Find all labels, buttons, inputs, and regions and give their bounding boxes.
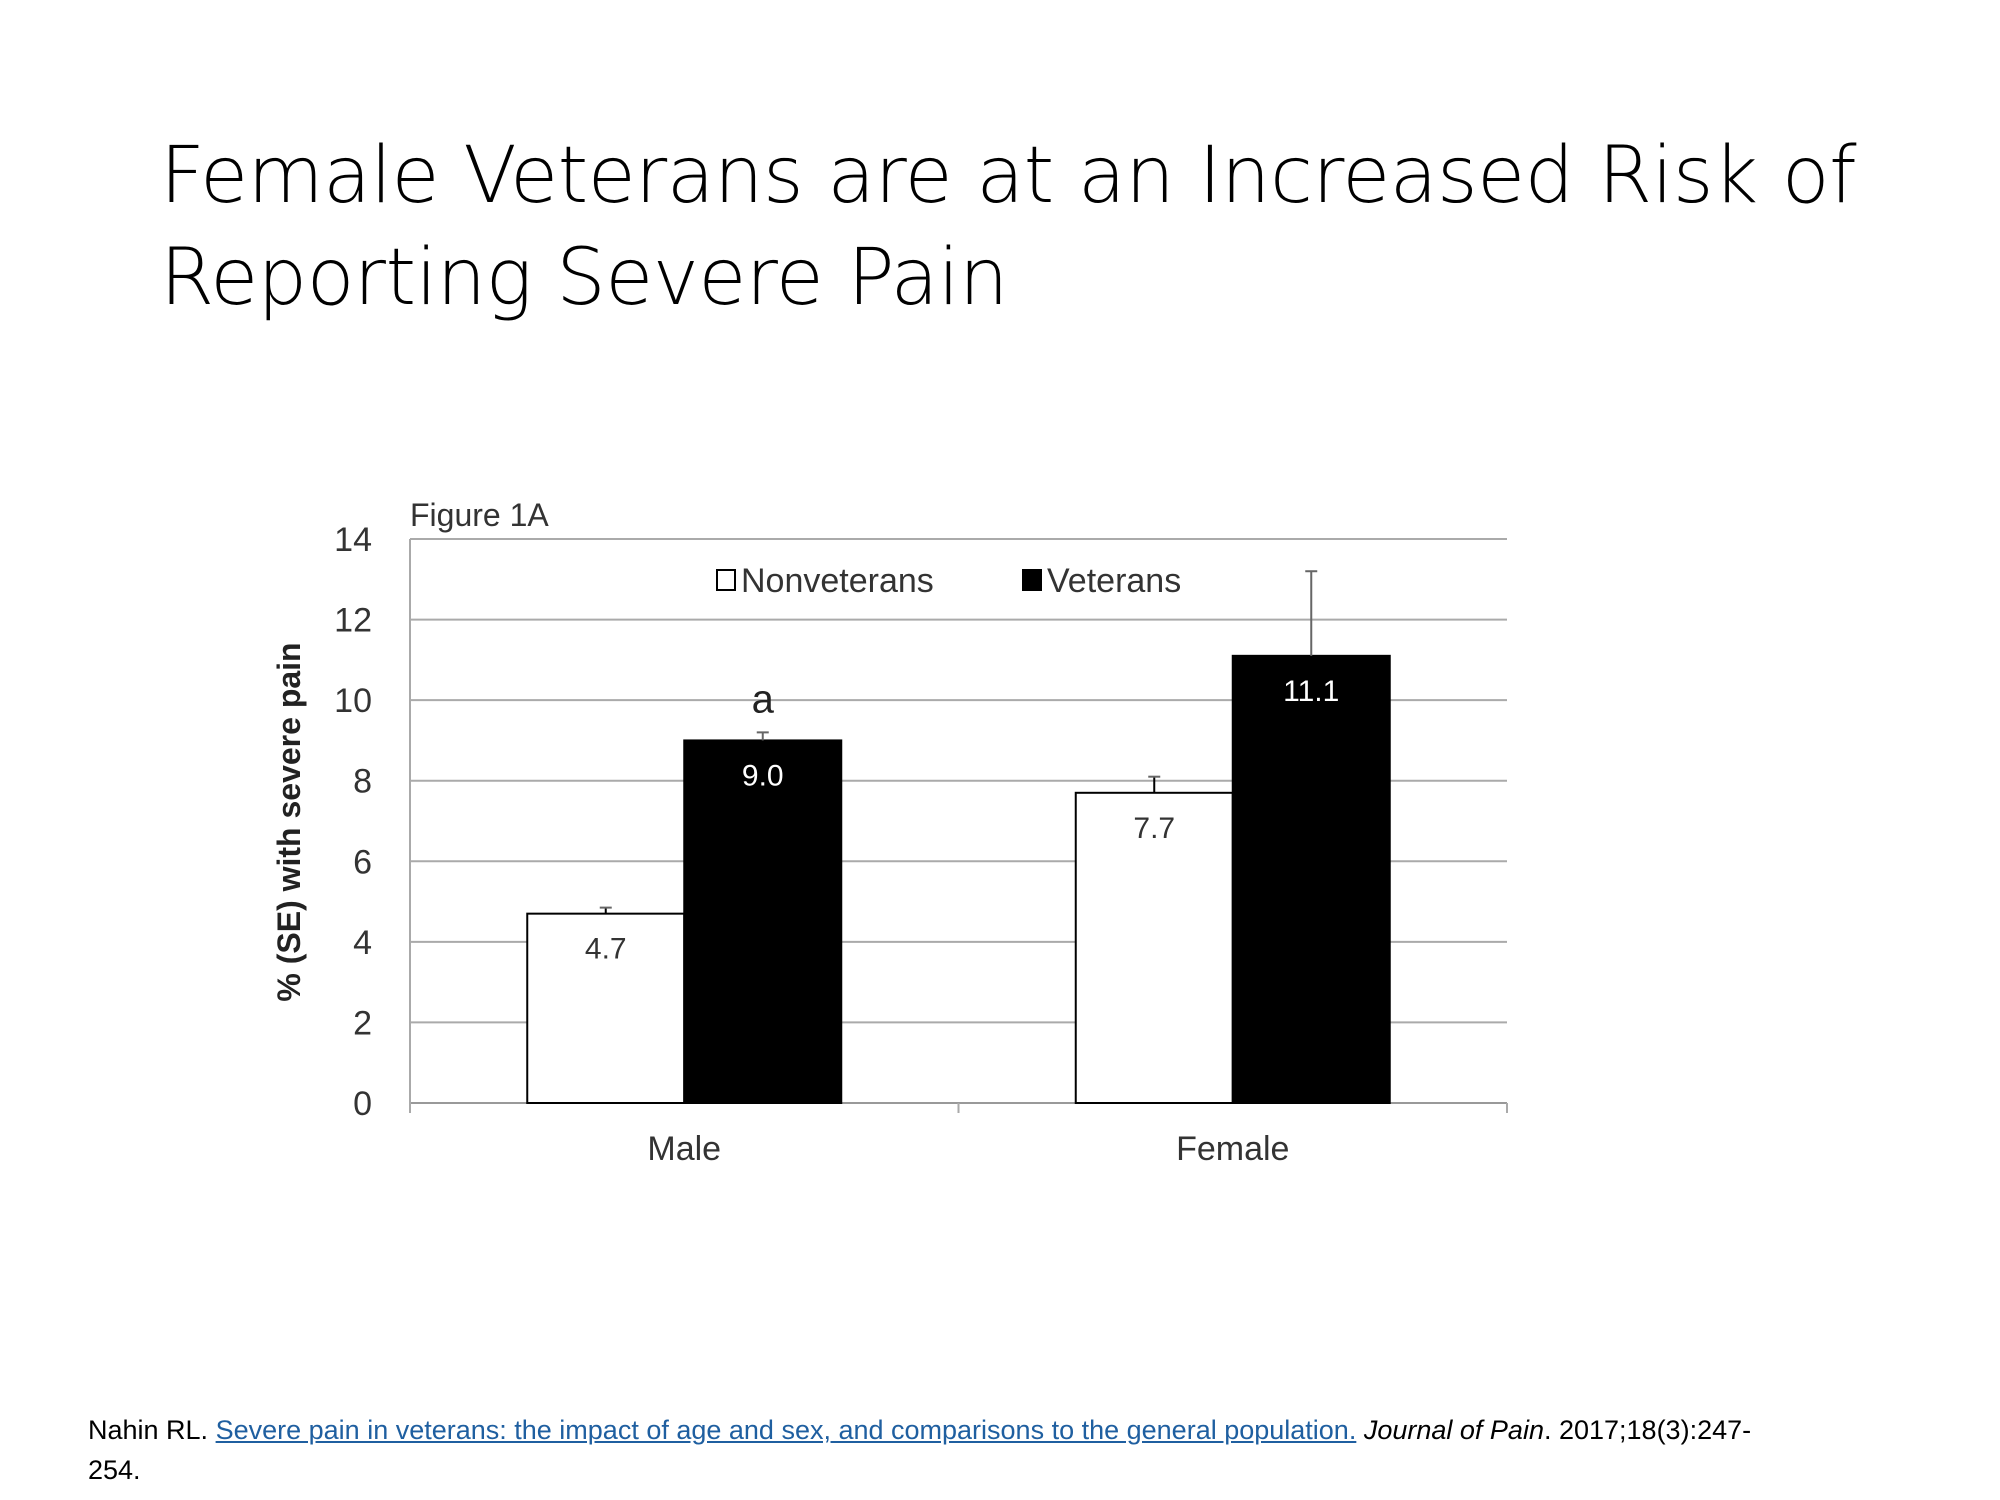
y-tick-label: 2 — [353, 1004, 372, 1042]
significance-annotation: a — [752, 677, 775, 721]
y-tick-label: 0 — [353, 1085, 372, 1123]
bar-nonveterans-female — [1074, 791, 1234, 1104]
legend: Nonveterans Veterans — [716, 562, 1181, 600]
y-tick-labels: 0 2 4 6 8 10 12 14 — [334, 521, 372, 1123]
legend-label: Nonveterans — [741, 562, 934, 600]
x-tick-label: Male — [647, 1130, 721, 1168]
chart-title: Figure 1A — [410, 497, 549, 533]
legend-label: Veterans — [1047, 562, 1181, 600]
bar-nonveterans-male — [526, 912, 686, 1105]
y-tick-label: 14 — [334, 521, 372, 559]
y-tick-label: 4 — [353, 924, 372, 962]
x-tick-labels: Male Female — [647, 1130, 1289, 1168]
y-tick-label: 10 — [334, 682, 372, 720]
bar-veterans-female — [1231, 654, 1391, 1104]
y-axis-label: % (SE) with severe pain — [271, 642, 307, 1001]
bars: 4.7 9.0 7.7 11.1 a — [526, 570, 1391, 1105]
legend-swatch-veterans — [1022, 569, 1042, 591]
data-label: 9.0 — [742, 759, 784, 792]
x-tick-label: Female — [1176, 1130, 1289, 1168]
citation-details: . 2017;18(3):247-254. — [88, 1415, 1752, 1485]
data-label: 4.7 — [585, 933, 627, 966]
y-tick-label: 12 — [334, 602, 372, 640]
y-tick-label: 6 — [353, 843, 372, 881]
y-tick-label: 8 — [353, 763, 372, 801]
citation: Nahin RL. Severe pain in veterans: the i… — [88, 1410, 1788, 1490]
citation-journal: Journal of Pain — [1363, 1415, 1544, 1445]
data-label: 7.7 — [1133, 812, 1175, 845]
bar-veterans-male — [683, 739, 843, 1105]
data-label: 11.1 — [1283, 675, 1339, 708]
citation-author: Nahin RL. — [88, 1415, 209, 1445]
citation-link[interactable]: Severe pain in veterans: the impact of a… — [215, 1415, 1357, 1445]
slide-title: Female Veterans are at an Increased Risk… — [160, 131, 1857, 323]
legend-swatch-nonveterans — [716, 569, 736, 591]
